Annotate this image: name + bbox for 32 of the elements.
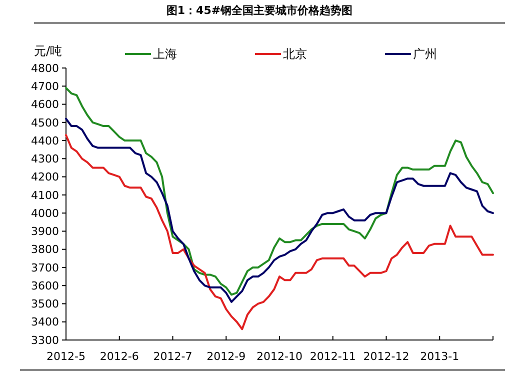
x-tick-label: 2012-10: [256, 350, 302, 363]
line-series: [65, 134, 494, 330]
x-tick-label: 2012-5: [46, 350, 86, 363]
y-tick-label: 3400: [31, 316, 59, 329]
y-tick-label: 4000: [31, 206, 59, 220]
y-tick-label: 3800: [31, 243, 59, 256]
y-tick-label: 3700: [31, 261, 59, 274]
x-tick-label: 2012-9: [206, 350, 246, 363]
y-tick-label: 4500: [31, 116, 59, 130]
y-tick-label: 3500: [31, 298, 59, 311]
legend-label: 广州: [413, 47, 437, 62]
y-tick-label: 4800: [31, 62, 59, 75]
y-tick-label: 4600: [31, 98, 59, 112]
legend-label: 上海: [153, 47, 177, 62]
x-tick-label: 2012-11: [310, 350, 356, 363]
line-series: [65, 86, 494, 296]
y-tick-label: 4700: [31, 80, 59, 93]
y-tick-label: 3900: [31, 225, 59, 238]
y-tick-label: 3300: [31, 334, 59, 347]
y-tick-label: 3600: [31, 279, 59, 292]
x-tick-label: 2012-6: [100, 350, 139, 363]
y-tick-label: 4100: [31, 188, 59, 202]
x-tick-label: 2012-12: [363, 350, 410, 363]
legend-label: 北京: [283, 47, 307, 62]
line-series: [65, 118, 494, 303]
x-tick-label: 2013-1: [420, 350, 460, 363]
x-tick-label: 2012-7: [153, 350, 192, 363]
y-axis-title: 元/吨: [34, 44, 62, 58]
chart-title: 图1：45#钢全国主要城市价格趋势图: [166, 4, 353, 17]
y-tick-label: 4200: [31, 170, 59, 184]
y-tick-label: 4300: [31, 152, 59, 166]
y-tick-label: 4400: [31, 134, 59, 148]
